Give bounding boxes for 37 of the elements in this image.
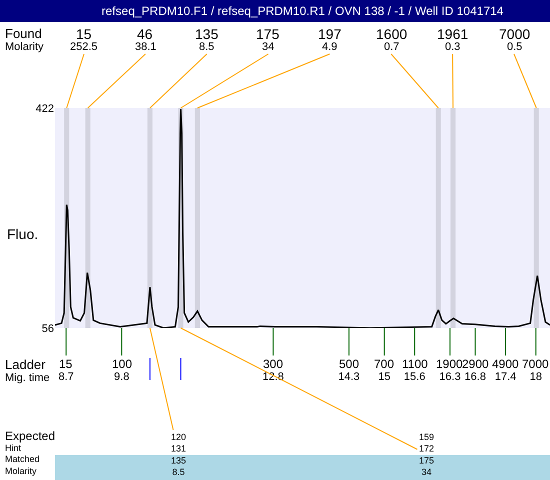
band-label: 135 8.5 bbox=[195, 26, 219, 53]
annotation: 100 bbox=[112, 357, 132, 371]
x-tick-label: 9.8 bbox=[114, 371, 130, 383]
annotation: 700 bbox=[374, 357, 394, 371]
band-label: 175 34 bbox=[256, 26, 280, 53]
band-label: 197 4.9 bbox=[318, 26, 342, 53]
text: Ladder Mig. time bbox=[5, 357, 50, 384]
annotation: 500 bbox=[339, 357, 360, 371]
annotation: 1100 bbox=[402, 357, 428, 371]
y-tick-label: 56 bbox=[42, 322, 54, 335]
annotation: 120 131 135 8.5 bbox=[171, 432, 186, 478]
text: Expected Hint Matched Molarity bbox=[5, 429, 56, 476]
x-tick-label: 15 bbox=[378, 371, 390, 383]
x-tick-label: 8.7 bbox=[58, 371, 74, 383]
band-label: 1961 0.3 bbox=[437, 26, 468, 53]
x-tick-label: 17.4 bbox=[494, 371, 516, 383]
band-label: 1600 0.7 bbox=[376, 26, 408, 53]
annotation: 2900 bbox=[462, 357, 490, 371]
x-tick-label: 16.8 bbox=[464, 371, 486, 383]
annotation: 1900 bbox=[436, 357, 464, 371]
x-tick-label: 14.3 bbox=[338, 371, 360, 383]
band-label: 15 252.5 bbox=[70, 26, 98, 53]
y-tick-label: 422 bbox=[36, 102, 54, 115]
band-label: 46 38.1 bbox=[135, 26, 156, 53]
x-tick-label: 16.3 bbox=[439, 371, 461, 383]
band-label: 7000 0.5 bbox=[499, 26, 530, 53]
x-tick-label: 15.6 bbox=[404, 371, 426, 383]
annotation: 159 172 175 34 bbox=[419, 432, 434, 478]
annotation: 7000 bbox=[522, 357, 550, 371]
annotation: 15 bbox=[59, 357, 73, 371]
x-tick-label: 18 bbox=[530, 371, 542, 383]
annotation: 300 bbox=[263, 357, 284, 371]
line-series bbox=[55, 108, 550, 328]
chart-title: refseq_PRDM10.F1 / refseq_PRDM10.R1 / OVN 138 / -1 / Well ID 1041714 bbox=[102, 4, 504, 18]
text: Found Molarity bbox=[5, 26, 44, 53]
y-axis-title: Fluo. bbox=[7, 226, 38, 242]
annotation: 4900 bbox=[492, 357, 520, 371]
